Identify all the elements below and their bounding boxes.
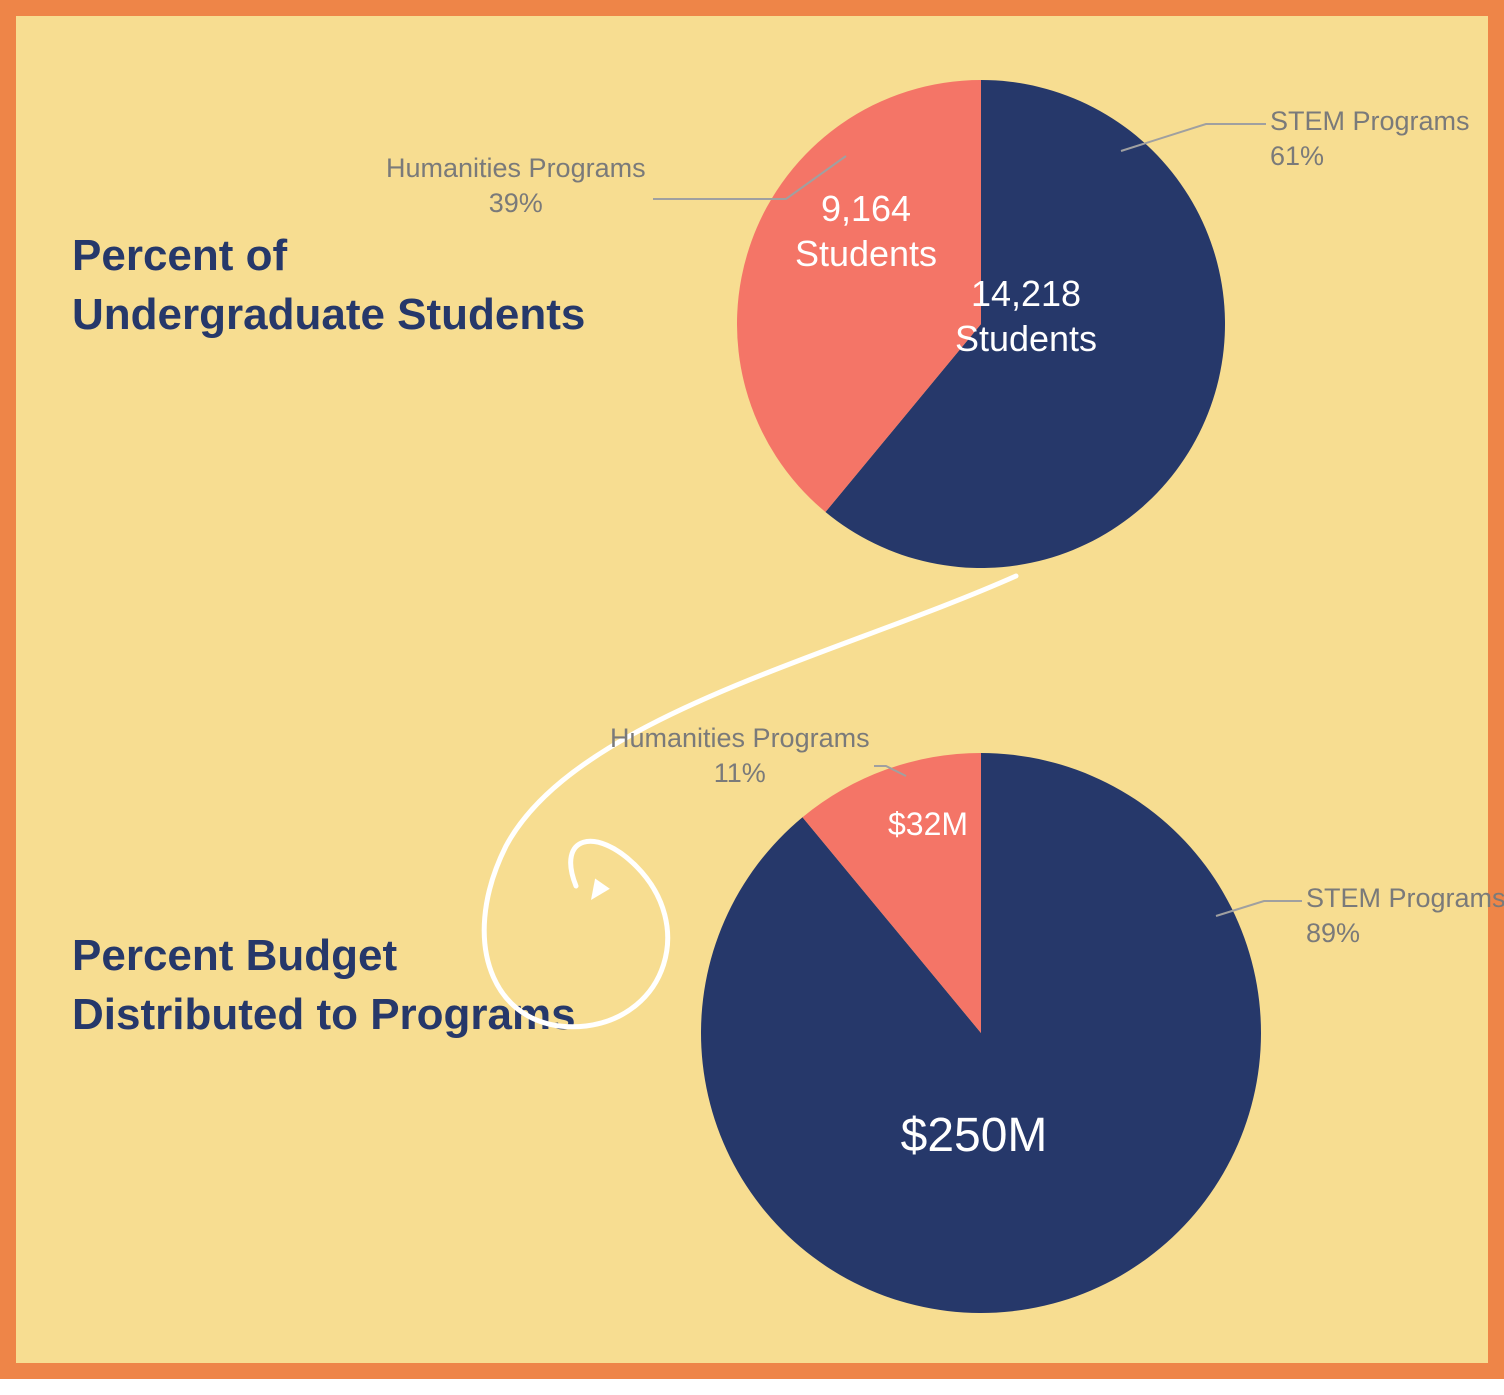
callout-name: Humanities Programs	[386, 151, 646, 186]
callout-name: STEM Programs	[1306, 881, 1504, 916]
callout-name: STEM Programs	[1270, 104, 1470, 139]
callout-stem-programs: STEM Programs89%	[1306, 881, 1504, 951]
callout-percent: 11%	[610, 756, 870, 791]
callout-name: Humanities Programs	[610, 721, 870, 756]
callout-percent: 89%	[1306, 916, 1504, 951]
callout-humanities-programs: Humanities Programs11%	[610, 721, 870, 791]
callout-percent: 61%	[1270, 139, 1470, 174]
title-budget: Percent Budget Distributed to Programs	[72, 926, 576, 1045]
arrow-head	[584, 878, 610, 905]
pie-chart-budget	[701, 753, 1261, 1313]
slice-value-label: $250M	[901, 1106, 1048, 1166]
slice-value-label: $32M	[888, 804, 968, 844]
infographic-frame: Percent of Undergraduate Students Percen…	[0, 0, 1504, 1379]
title-students: Percent of Undergraduate Students	[72, 226, 585, 345]
title-budget-line1: Percent Budget	[72, 931, 397, 980]
callout-humanities-programs: Humanities Programs39%	[386, 151, 646, 221]
slice-value-label: 14,218Students	[955, 271, 1097, 361]
callout-percent: 39%	[386, 186, 646, 221]
title-students-line1: Percent of	[72, 231, 287, 280]
title-students-line2: Undergraduate Students	[72, 290, 585, 339]
title-budget-line2: Distributed to Programs	[72, 990, 576, 1039]
slice-value-label: 9,164Students	[795, 186, 937, 276]
callout-stem-programs: STEM Programs61%	[1270, 104, 1470, 174]
infographic-canvas: Percent of Undergraduate Students Percen…	[16, 16, 1488, 1363]
